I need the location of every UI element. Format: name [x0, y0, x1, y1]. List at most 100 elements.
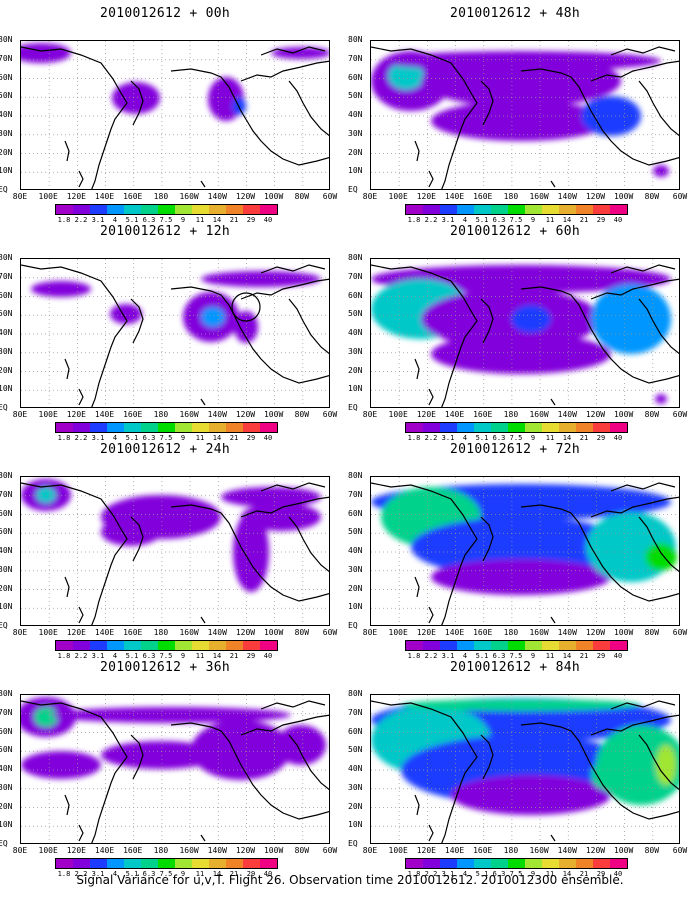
lat-tick-label: 30N	[0, 128, 13, 138]
colorbar-label: 14	[562, 434, 572, 442]
coastline	[240, 496, 329, 518]
lon-tick-label: 140W	[557, 410, 577, 419]
colorbar-label: 21	[579, 216, 589, 224]
variance-region	[645, 543, 677, 571]
colorbar-label: 1.8	[57, 870, 71, 878]
variance-region	[431, 334, 611, 374]
coastline	[414, 358, 420, 380]
lat-tick-label: 10N	[0, 820, 13, 830]
coastline	[288, 80, 329, 137]
map-plot-area	[20, 40, 330, 190]
lon-tick-label: 120E	[416, 628, 436, 637]
colorbar-label: 7.5	[159, 216, 173, 224]
colorbar-swatch	[73, 859, 90, 868]
lat-tick-label: 40N	[0, 546, 13, 555]
lon-tick-label: 180	[503, 192, 519, 201]
lon-tick-label: 80E	[362, 846, 378, 855]
lon-tick-label: 80E	[12, 628, 28, 637]
lat-tick-label: 40N	[0, 764, 13, 773]
lon-tick-label: 180	[153, 410, 169, 419]
colorbar-swatch	[90, 205, 107, 214]
lon-tick-label: 140W	[207, 192, 227, 201]
colorbar-label: 7.5	[159, 870, 173, 878]
colorbar-label: 5.1	[475, 216, 489, 224]
coastline	[260, 46, 326, 56]
lat-tick-label: EQ	[0, 185, 8, 194]
colorbar-label: 21	[579, 652, 589, 660]
colorbar-label: 29	[246, 652, 256, 660]
coastline	[260, 482, 326, 492]
colorbar-label: 40	[613, 216, 623, 224]
colorbar-swatch	[243, 859, 260, 868]
panel-title: 2010012612 + 72h	[449, 442, 581, 457]
coastline	[428, 824, 434, 842]
colorbar-swatch	[209, 423, 226, 432]
lat-tick-label: 30N	[0, 564, 13, 574]
coastline	[64, 576, 70, 598]
lon-tick-label: 140E	[94, 192, 115, 201]
lat-tick-label: 10N	[348, 384, 363, 394]
lon-tick-label: 120E	[66, 846, 86, 855]
lat-tick-label: 70N	[0, 53, 13, 63]
lon-tick-label: 60W	[672, 846, 688, 855]
colorbar-label: 5.1	[125, 434, 139, 442]
lon-tick-label: 100E	[388, 192, 408, 201]
colorbar-label: 7.5	[159, 434, 173, 442]
lon-tick-label: 80E	[12, 410, 28, 419]
lat-tick-label: 10N	[348, 602, 363, 612]
map-plot-area	[20, 476, 330, 626]
lon-tick-label: 80W	[644, 628, 660, 637]
variance-shading	[31, 271, 321, 343]
lat-tick-label: 60N	[348, 508, 363, 518]
colorbar-label: 21	[579, 434, 589, 442]
variance-region	[381, 51, 661, 71]
coastline	[78, 606, 84, 624]
coastline	[21, 482, 128, 625]
colorbar-swatch	[175, 641, 192, 650]
coastline	[371, 700, 478, 843]
lat-tick-label: 10N	[0, 166, 13, 176]
colorbar-swatch	[209, 205, 226, 214]
coastline	[638, 516, 679, 573]
map-panel-24h: 2010012612 + 24h 80N 70N 60N 50N 40N 30N 20N 10…	[0, 436, 337, 660]
lat-tick-label: 40N	[348, 764, 363, 773]
coastline	[170, 286, 329, 384]
colorbar-label: 21	[229, 870, 239, 878]
colorbar-swatch	[440, 205, 457, 214]
colorbar-label: 6.3	[142, 870, 156, 878]
lon-tick-label: 180	[503, 628, 519, 637]
colorbar-label: 3.1	[91, 216, 105, 224]
colorbar-label: 14	[562, 870, 572, 878]
lon-tick-label: 60W	[672, 410, 688, 419]
colorbar-swatch	[491, 859, 508, 868]
lon-tick-label: 100E	[388, 846, 408, 855]
lat-tick-label: 30N	[0, 782, 13, 792]
colorbar-label: 29	[246, 216, 256, 224]
colorbar-label: 1.8	[407, 434, 421, 442]
lon-tick-label: 140W	[207, 628, 227, 637]
colorbar-swatch	[209, 859, 226, 868]
colorbar-swatch	[525, 423, 542, 432]
coastline	[170, 722, 329, 820]
colorbar-swatch	[175, 423, 192, 432]
coastline	[590, 714, 679, 736]
colorbar-swatch	[508, 859, 525, 868]
variance-region	[655, 394, 667, 404]
colorbar-label: 7.5	[509, 652, 523, 660]
colorbar-swatch	[107, 205, 124, 214]
colorbar-label: 40	[263, 216, 273, 224]
coastline	[480, 80, 494, 126]
colorbar-swatch	[406, 859, 423, 868]
variance-region	[411, 517, 631, 577]
colorbar-swatch	[542, 423, 559, 432]
colorbar-swatch	[243, 641, 260, 650]
lat-tick-label: EQ	[0, 621, 8, 630]
lat-tick-label: 70N	[348, 271, 363, 281]
map-plot-area	[20, 258, 330, 408]
lat-tick-label: 10N	[348, 820, 363, 830]
coastline	[200, 616, 206, 624]
colorbar-label: 6.3	[142, 652, 156, 660]
colorbar-label: 21	[579, 870, 589, 878]
lat-tick-label: 70N	[0, 707, 13, 717]
colorbar-label: 4	[112, 434, 118, 442]
